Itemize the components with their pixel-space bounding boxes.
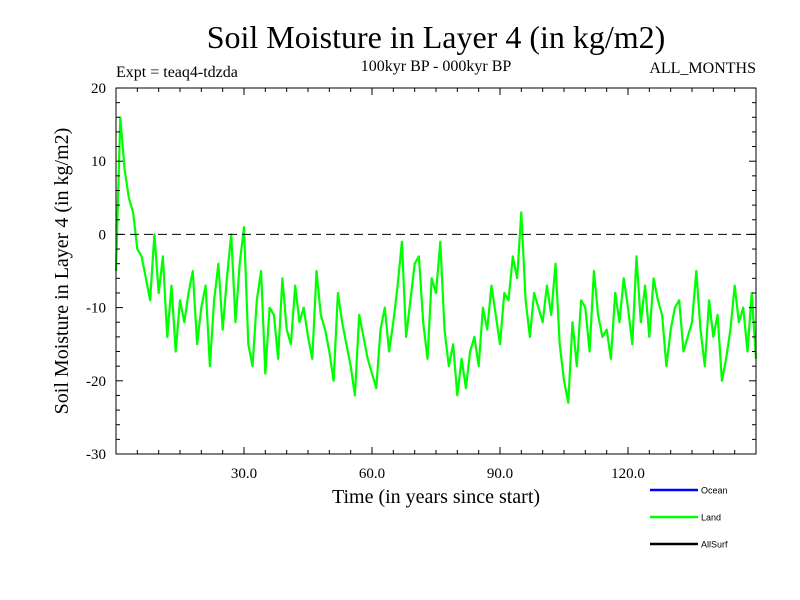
legend: Ocean Land AllSurf <box>650 486 728 550</box>
y-tick-label: -20 <box>86 374 106 390</box>
y-tick-label: -10 <box>86 301 106 317</box>
y-axis-label: Soil Moisture in Layer 4 (in kg/m2) <box>51 128 73 415</box>
legend-label-ocean: Ocean <box>701 486 728 496</box>
legend-label-allsurf: AllSurf <box>701 540 728 550</box>
y-axis: -30 -20 -10 0 10 20 <box>86 81 756 463</box>
y-tick-label: 10 <box>91 154 106 170</box>
x-tick-label: 30.0 <box>231 466 257 482</box>
chart-title: Soil Moisture in Layer 4 (in kg/m2) <box>207 19 666 55</box>
experiment-label: Expt = teaq4-tdzda <box>116 64 238 81</box>
plot-lines <box>114 116 758 404</box>
x-axis: 30.0 60.0 90.0 120.0 <box>136 88 736 482</box>
months-label: ALL_MONTHS <box>649 60 756 77</box>
y-tick-label: -30 <box>86 447 106 463</box>
x-tick-label: 60.0 <box>359 466 385 482</box>
y-tick-label: 0 <box>99 227 107 243</box>
y-tick-label: 20 <box>91 81 106 97</box>
x-tick-label: 120.0 <box>611 466 645 482</box>
series-line-land <box>114 116 758 404</box>
x-axis-label: Time (in years since start) <box>332 486 540 508</box>
period-label: 100kyr BP - 000kyr BP <box>361 58 512 75</box>
x-tick-label: 90.0 <box>487 466 513 482</box>
legend-label-land: Land <box>701 513 721 523</box>
